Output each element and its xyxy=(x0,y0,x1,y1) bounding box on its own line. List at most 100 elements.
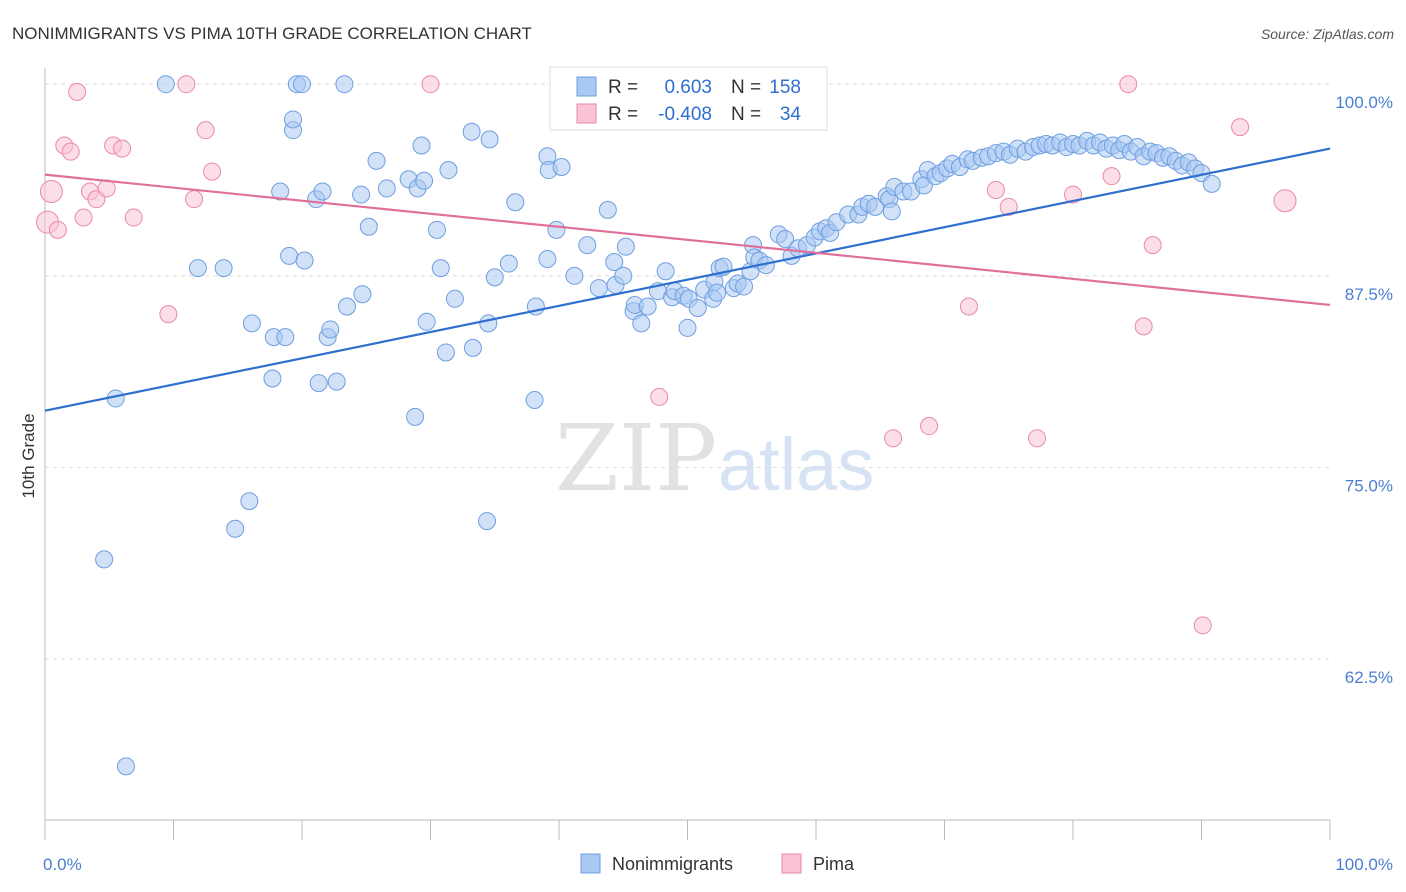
stats-legend: R = 0.603 N = 158 R = -0.408 N = 34 xyxy=(549,66,828,131)
point-pima xyxy=(203,162,222,181)
point-nonimmigrants xyxy=(525,390,544,409)
point-nonimmigrants xyxy=(284,110,303,129)
point-nonimmigrants xyxy=(188,259,207,278)
point-nonimmigrants xyxy=(321,320,340,339)
trend-line-pima xyxy=(44,173,1331,307)
y-tick-label: 87.5% xyxy=(1345,285,1393,304)
point-nonimmigrants xyxy=(656,262,675,281)
legend-swatch-pima xyxy=(576,103,597,124)
point-nonimmigrants xyxy=(605,253,624,272)
point-pima xyxy=(159,305,178,324)
point-pima xyxy=(1028,429,1047,448)
watermark-atlas: atlas xyxy=(718,423,874,506)
point-nonimmigrants xyxy=(735,277,754,296)
point-nonimmigrants xyxy=(415,171,434,190)
point-nonimmigrants xyxy=(417,312,436,331)
legend-swatch-nonimmigrants xyxy=(576,76,597,97)
point-pima xyxy=(884,429,903,448)
trend-line-nonimmigrants xyxy=(44,147,1331,412)
point-nonimmigrants xyxy=(327,372,346,391)
point-nonimmigrants xyxy=(95,550,114,569)
point-nonimmigrants xyxy=(352,185,371,204)
watermark-zip: ZIP xyxy=(555,405,717,512)
point-nonimmigrants xyxy=(156,75,175,94)
point-nonimmigrants xyxy=(353,285,372,304)
trend-lines xyxy=(44,147,1331,412)
bottom-legend-label-pima: Pima xyxy=(813,854,855,874)
point-nonimmigrants xyxy=(226,519,245,538)
legend-n-label: N = xyxy=(731,77,761,98)
point-nonimmigrants xyxy=(578,236,597,255)
point-nonimmigrants xyxy=(359,217,378,236)
point-nonimmigrants xyxy=(406,407,425,426)
point-nonimmigrants xyxy=(776,230,795,249)
point-pima xyxy=(421,75,440,94)
bottom-legend-swatch-pima xyxy=(781,853,802,874)
point-nonimmigrants xyxy=(616,237,635,256)
point-nonimmigrants xyxy=(547,220,566,239)
point-nonimmigrants xyxy=(598,200,617,219)
point-nonimmigrants xyxy=(678,318,697,337)
point-pima xyxy=(1134,317,1153,336)
point-pima xyxy=(113,139,132,158)
point-pima xyxy=(959,297,978,316)
point-nonimmigrants xyxy=(565,266,584,285)
point-nonimmigrants xyxy=(367,151,386,170)
point-pima xyxy=(196,121,215,140)
point-nonimmigrants xyxy=(263,369,282,388)
point-pima xyxy=(68,82,87,101)
point-nonimmigrants xyxy=(271,182,290,201)
point-pima xyxy=(1064,185,1082,204)
point-nonimmigrants xyxy=(632,314,651,333)
point-nonimmigrants xyxy=(708,283,727,302)
y-tick-label: 62.5% xyxy=(1345,668,1393,687)
point-nonimmigrants xyxy=(479,314,498,333)
legend-r-label: R = xyxy=(608,104,638,125)
point-pima xyxy=(920,417,939,436)
point-pima xyxy=(39,180,63,204)
point-pima xyxy=(185,190,204,209)
legend-n-value-pima: 34 xyxy=(780,104,802,125)
y-tick-label: 100.0% xyxy=(1335,93,1393,112)
point-pima xyxy=(1193,616,1212,635)
point-pima xyxy=(1231,118,1250,137)
y-tick-label: 75.0% xyxy=(1345,476,1393,495)
point-nonimmigrants xyxy=(337,297,356,316)
point-nonimmigrants xyxy=(293,75,311,94)
point-nonimmigrants xyxy=(276,328,295,347)
point-nonimmigrants xyxy=(436,343,455,362)
point-nonimmigrants xyxy=(480,130,499,149)
point-nonimmigrants xyxy=(463,338,482,357)
point-nonimmigrants xyxy=(1202,174,1221,193)
legend-r-label: R = xyxy=(608,77,638,98)
x-tick-label: 0.0% xyxy=(43,855,82,874)
point-pima xyxy=(650,387,669,406)
point-nonimmigrants xyxy=(214,259,233,278)
point-nonimmigrants xyxy=(240,492,259,511)
point-nonimmigrants xyxy=(335,75,354,94)
x-tick-label: 100.0% xyxy=(1335,855,1393,874)
point-nonimmigrants xyxy=(614,266,633,285)
point-nonimmigrants xyxy=(439,161,458,180)
point-pima xyxy=(1119,75,1138,94)
point-nonimmigrants xyxy=(478,512,497,531)
point-nonimmigrants xyxy=(462,122,481,141)
point-pima xyxy=(74,208,93,227)
point-nonimmigrants xyxy=(313,182,332,201)
point-nonimmigrants xyxy=(688,299,707,318)
point-nonimmigrants xyxy=(445,289,464,308)
point-pima xyxy=(999,197,1018,216)
point-nonimmigrants xyxy=(882,202,901,221)
point-nonimmigrants xyxy=(309,374,328,393)
point-nonimmigrants xyxy=(538,249,557,268)
legend-n-label: N = xyxy=(731,104,761,125)
point-nonimmigrants xyxy=(431,259,450,278)
chart-title: NONIMMIGRANTS VS PIMA 10TH GRADE CORRELA… xyxy=(12,24,532,43)
bottom-legend-swatch-nonimmigrants xyxy=(580,853,601,874)
point-nonimmigrants xyxy=(589,279,608,298)
point-nonimmigrants xyxy=(242,314,261,333)
chart-source: Source: ZipAtlas.com xyxy=(1261,26,1394,42)
point-pima xyxy=(986,180,1005,199)
point-nonimmigrants xyxy=(499,254,518,273)
